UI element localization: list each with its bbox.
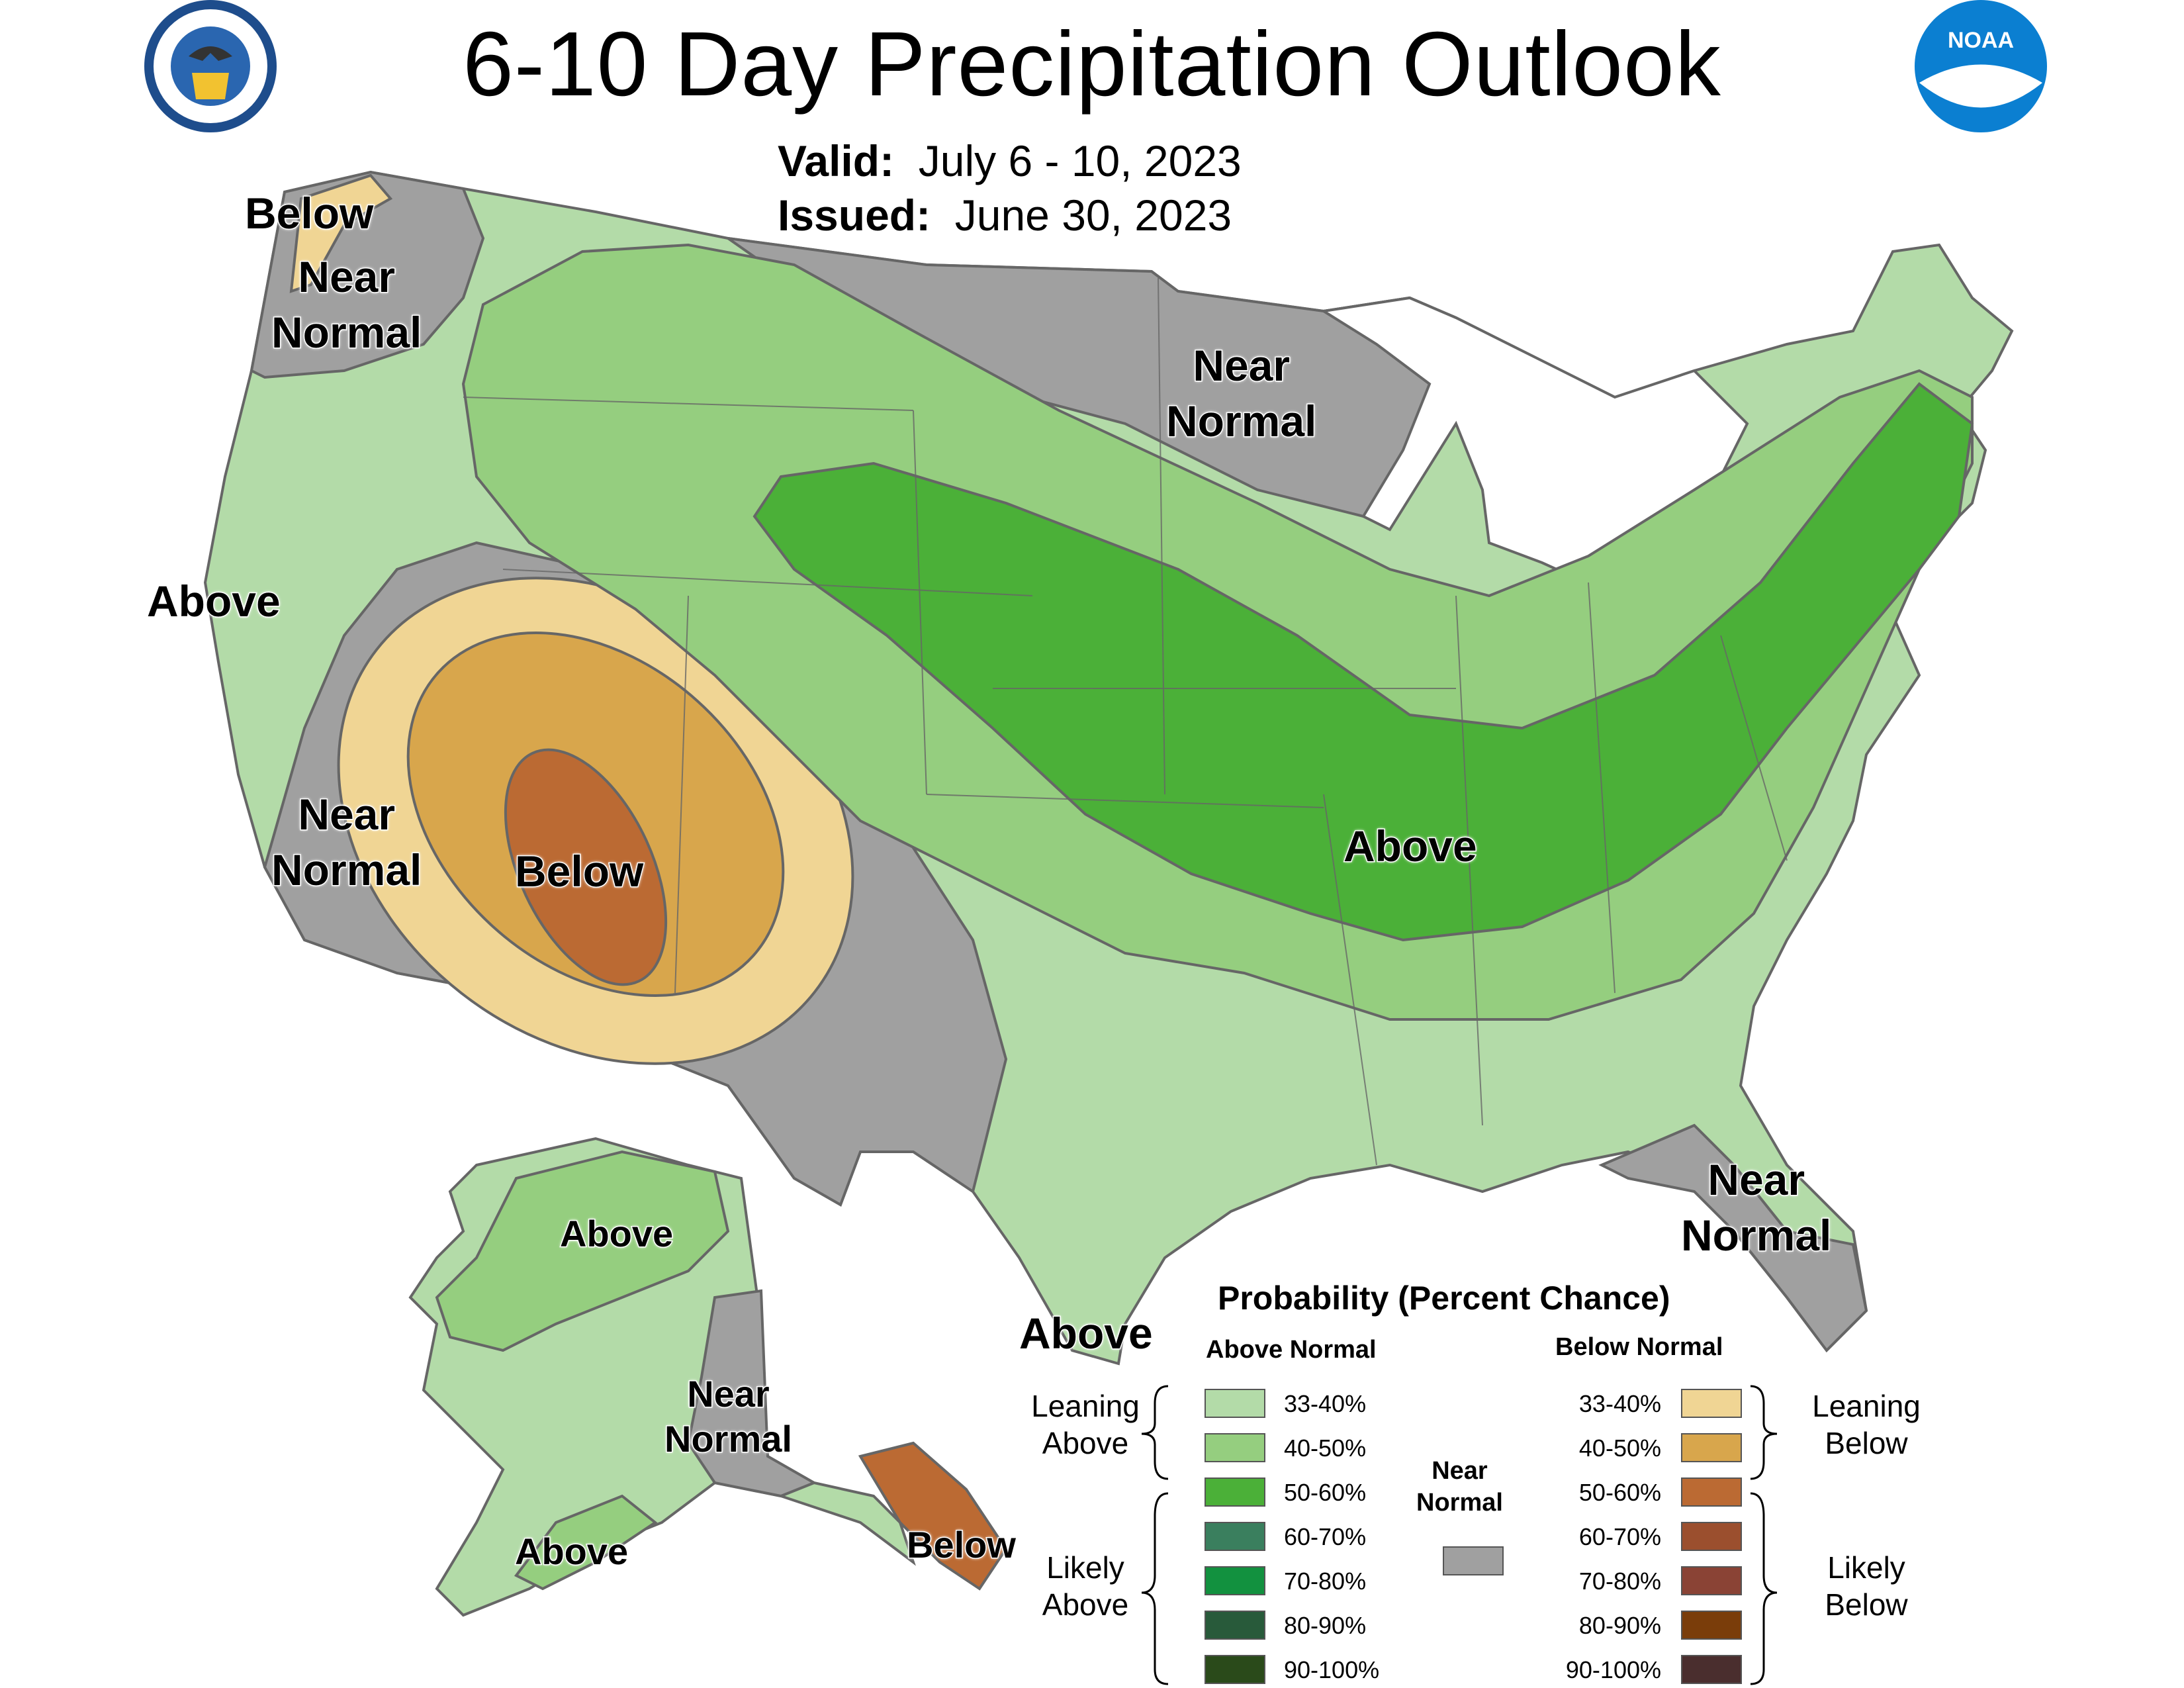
legend-below-swatch — [1681, 1477, 1742, 1507]
legend-above-range: 80-90% — [1284, 1612, 1367, 1639]
legend-likely-below-line2: Below — [1825, 1587, 1908, 1622]
legend-leaning-below-line1: Leaning — [1812, 1389, 1921, 1423]
issued-label: Issued: — [778, 191, 931, 240]
legend-above-swatch — [1205, 1477, 1265, 1507]
legend-below-range: 40-50% — [1578, 1434, 1661, 1462]
map-label-near-florida-line2: Normal — [1680, 1210, 1832, 1261]
map-label-near-sw: Near Normal — [270, 786, 422, 898]
issued-value: June 30, 2023 — [954, 191, 1232, 240]
map-label-ak-above-south: Above — [514, 1530, 629, 1573]
alaska-above-40-50-region — [435, 1150, 730, 1352]
legend-title: Probability (Percent Chance) — [1218, 1280, 1670, 1317]
legend-near-normal: Near Normal — [1416, 1455, 1503, 1519]
page-title: 6-10 Day Precipitation Outlook — [463, 13, 1721, 115]
legend-likely-above: Likely Above — [1013, 1549, 1158, 1623]
legend-above-range: 60-70% — [1284, 1523, 1367, 1550]
map-label-near-sw-line1: Near — [297, 789, 396, 840]
legend-near-normal-swatch — [1443, 1546, 1504, 1575]
legend-below-swatch — [1681, 1566, 1742, 1595]
legend-above-range: 70-80% — [1284, 1568, 1367, 1595]
legend-below-range: 70-80% — [1578, 1568, 1661, 1595]
legend-likely-above-line1: Likely — [1046, 1550, 1124, 1585]
alaska-above-south-region — [514, 1494, 658, 1591]
map-label-below-sw: Below — [514, 846, 644, 897]
legend-near-normal-line1: Near — [1432, 1457, 1488, 1485]
map-label-near-north: Near Normal — [1165, 338, 1317, 449]
legend-likely-below: Likely Below — [1787, 1549, 1946, 1623]
alaska-near-normal-region — [686, 1289, 817, 1498]
legend-below-range: 80-90% — [1578, 1612, 1661, 1639]
legend-above-swatch — [1205, 1433, 1265, 1462]
legend-above-swatch — [1205, 1611, 1265, 1640]
legend-below-header: Below Normal — [1555, 1333, 1723, 1361]
legend-above-swatch — [1205, 1655, 1265, 1684]
near-normal-florida-region — [1598, 1123, 1868, 1353]
map-label-ak-near-line2: Normal — [664, 1417, 794, 1461]
legend-below-swatch — [1681, 1389, 1742, 1418]
valid-value: July 6 - 10, 2023 — [918, 136, 1242, 185]
legend-leaning-below-line2: Below — [1825, 1426, 1908, 1460]
legend-above-range: 50-60% — [1284, 1479, 1367, 1506]
commerce-seal-icon — [144, 0, 277, 132]
map-label-near-florida: Near Normal — [1680, 1152, 1832, 1263]
map-label-near-florida-line1: Near — [1707, 1154, 1806, 1205]
legend-below-swatch — [1681, 1611, 1742, 1640]
above-50-60-region — [752, 382, 1974, 942]
alaska-below-region — [858, 1441, 1008, 1591]
map-label-below-nw: Below — [244, 188, 374, 239]
legend-below-swatch — [1681, 1522, 1742, 1551]
noaa-logo-text: NOAA — [1948, 28, 2014, 53]
map-label-near-nw: Near Normal — [270, 249, 422, 360]
legend-leaning-above: Leaning Above — [1013, 1387, 1158, 1462]
map-label-above-central: Above — [1343, 821, 1479, 872]
valid-label: Valid: — [778, 136, 895, 185]
state-boundaries — [463, 277, 1788, 1166]
legend-leaning-above-line1: Leaning — [1031, 1389, 1140, 1423]
legend-below-swatch — [1681, 1655, 1742, 1684]
map-label-near-sw-line2: Normal — [270, 845, 422, 896]
legend-likely-above-line2: Above — [1042, 1587, 1129, 1622]
legend-leaning-above-line2: Above — [1042, 1426, 1129, 1460]
map-label-above-west: Above — [146, 576, 282, 627]
map-label-near-north-line1: Near — [1192, 340, 1291, 391]
legend-below-range: 33-40% — [1578, 1390, 1661, 1417]
legend-below-range: 90-100% — [1565, 1656, 1661, 1683]
map-label-near-nw-line2: Normal — [270, 307, 422, 358]
legend-above-swatch — [1205, 1522, 1265, 1551]
legend-above-range: 40-50% — [1284, 1434, 1367, 1462]
legend-below-range: 50-60% — [1578, 1479, 1661, 1506]
noaa-logo-icon: NOAA — [1915, 0, 2047, 132]
legend-near-normal-line2: Normal — [1416, 1489, 1503, 1517]
legend-below-range: 60-70% — [1578, 1523, 1661, 1550]
map-label-ak-near: Near Normal — [664, 1372, 794, 1462]
below-50-60-region — [504, 748, 668, 986]
map-label-near-north-line2: Normal — [1165, 396, 1317, 447]
below-nw-region — [289, 173, 393, 293]
map-label-near-nw-line1: Near — [297, 252, 396, 303]
legend-above-swatch — [1205, 1566, 1265, 1595]
legend-above-range: 33-40% — [1284, 1390, 1367, 1417]
valid-dates: Valid: July 6 - 10, 2023 Issued: June 30… — [778, 134, 1242, 242]
great-lakes-region — [1320, 296, 1749, 598]
legend-above-range: 90-100% — [1284, 1656, 1380, 1683]
legend-above-swatch — [1205, 1389, 1265, 1418]
legend-brace-lines — [1141, 1385, 1778, 1685]
legend-below-swatch — [1681, 1433, 1742, 1462]
legend-leaning-below: Leaning Below — [1787, 1387, 1946, 1462]
map-label-ak-above-north: Above — [559, 1212, 674, 1256]
map-label-ak-near-line1: Near — [686, 1372, 771, 1416]
legend-likely-below-line1: Likely — [1827, 1550, 1905, 1585]
map-label-above-texas: Above — [1019, 1308, 1154, 1359]
legend-above-header: Above Normal — [1206, 1336, 1377, 1364]
map-label-ak-below: Below — [906, 1523, 1017, 1567]
